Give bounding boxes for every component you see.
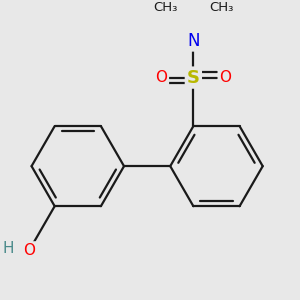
Text: N: N xyxy=(187,32,200,50)
Text: O: O xyxy=(23,243,35,258)
Text: CH₃: CH₃ xyxy=(153,1,177,14)
Text: CH₃: CH₃ xyxy=(209,1,234,14)
Text: O: O xyxy=(219,70,231,85)
Text: O: O xyxy=(156,70,168,85)
Text: H: H xyxy=(2,241,14,256)
Text: S: S xyxy=(187,69,200,87)
